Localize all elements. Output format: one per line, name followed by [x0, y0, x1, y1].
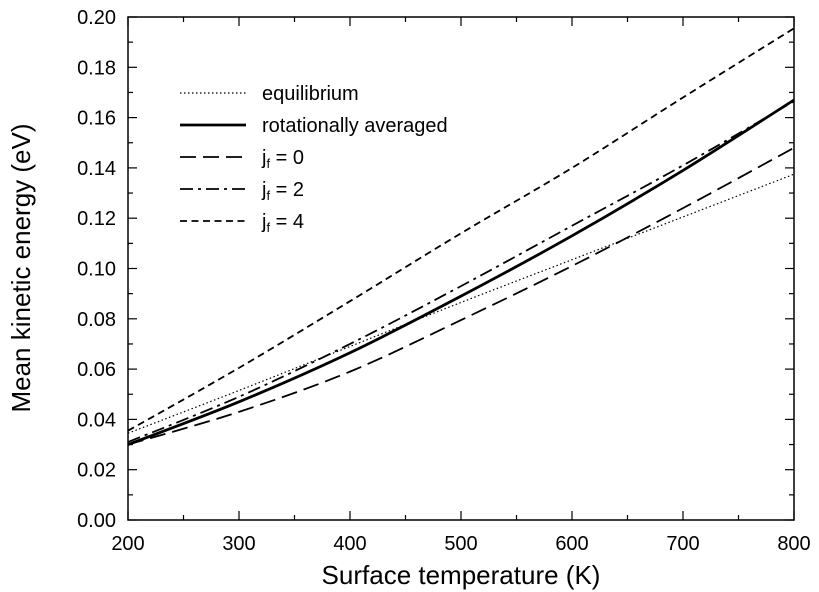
series-lines	[127, 27, 795, 446]
y-tick-label: 0.08	[77, 309, 116, 331]
series-line	[127, 100, 795, 443]
series-line	[127, 98, 795, 446]
y-tick-label: 0.10	[77, 259, 116, 281]
y-axis-title: Mean kinetic energy (eV)	[6, 123, 36, 412]
y-tick-label: 0.12	[77, 208, 116, 230]
y-tick-label: 0.00	[77, 510, 116, 532]
legend-label: equilibrium	[262, 83, 359, 105]
legend-label: jf = 4	[261, 211, 304, 235]
legend-label: jf = 0	[261, 147, 304, 171]
y-tick-label: 0.16	[77, 108, 116, 130]
legend: equilibrium rotationally averaged jf = 0 jf…	[180, 83, 448, 235]
x-axis-title: Surface temperature (K)	[322, 560, 601, 590]
y-tick-label: 0.14	[77, 158, 116, 180]
x-tick-label: 800	[777, 533, 810, 555]
x-tick-label: 700	[666, 533, 699, 555]
plot-frame	[127, 16, 795, 521]
legend-label: jf = 2	[261, 179, 304, 203]
x-tick-label: 400	[333, 533, 366, 555]
x-tick-label: 500	[444, 533, 477, 555]
series-line	[127, 146, 795, 446]
series-line	[127, 27, 795, 432]
legend-label: rotationally averaged	[262, 115, 448, 137]
y-tick-label: 0.20	[77, 7, 116, 29]
x-tick-label: 600	[555, 533, 588, 555]
y-tick-label: 0.02	[77, 460, 116, 482]
y-tick-label: 0.18	[77, 57, 116, 79]
series-line	[127, 173, 795, 434]
y-tick-label: 0.04	[77, 409, 116, 431]
x-tick-label: 200	[111, 533, 144, 555]
x-tick-label: 300	[222, 533, 255, 555]
y-tick-label: 0.06	[77, 359, 116, 381]
axis-ticks: 200 300 400 500 600 700 800 0.00 0.02 0.04 0.06 0.0…	[77, 7, 811, 555]
